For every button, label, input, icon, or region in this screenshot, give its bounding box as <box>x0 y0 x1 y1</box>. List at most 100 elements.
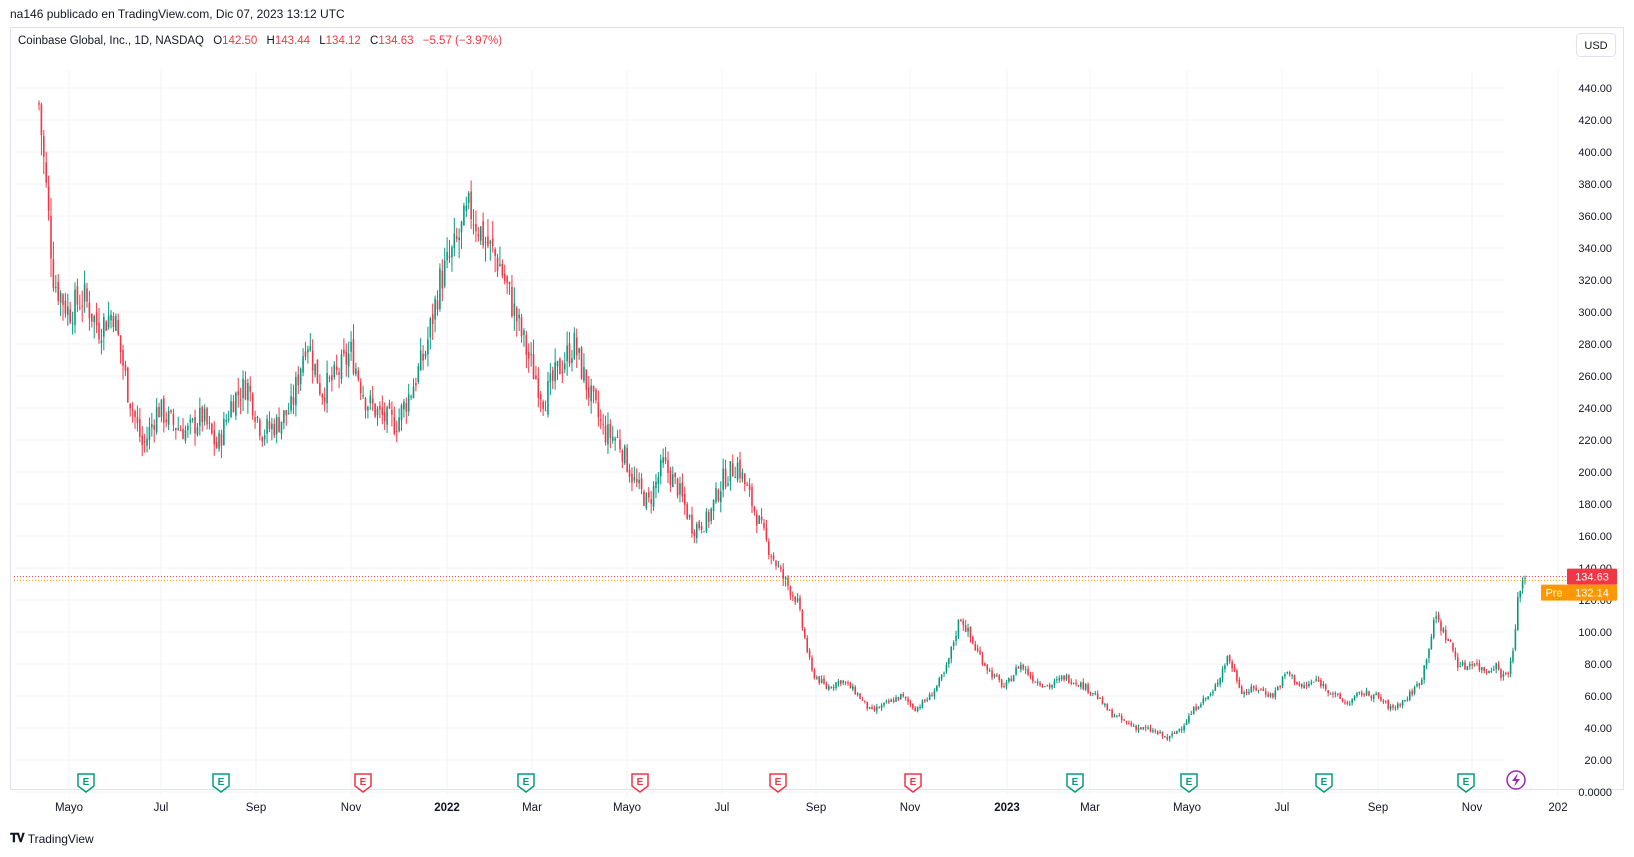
candle-body <box>1334 692 1337 695</box>
candle <box>1428 648 1430 664</box>
candle-body <box>535 375 537 379</box>
candle-body <box>1257 689 1260 691</box>
candle <box>587 375 590 406</box>
earnings-icon[interactable]: E <box>631 773 649 793</box>
candle <box>64 292 67 318</box>
candle-body <box>945 665 948 672</box>
candle-body <box>371 398 374 404</box>
candle <box>1188 713 1190 725</box>
candle-body <box>1070 682 1073 684</box>
earnings-icon[interactable]: E <box>1180 773 1198 793</box>
candle <box>854 685 857 695</box>
candle <box>134 409 136 429</box>
candle-body <box>1238 679 1241 688</box>
candle-body <box>213 430 216 445</box>
candle <box>986 664 989 675</box>
candle-body <box>1425 659 1428 665</box>
candle-body <box>1396 703 1399 708</box>
earnings-icon[interactable]: E <box>354 773 372 793</box>
candle-body <box>828 686 830 690</box>
candle-body <box>376 408 379 416</box>
candle-body <box>285 410 288 416</box>
earnings-icon[interactable]: E <box>517 773 535 793</box>
candle-body <box>199 407 201 427</box>
earnings-marker-glyph: E <box>360 777 367 788</box>
candle-body <box>64 300 67 314</box>
candle-body <box>662 457 664 464</box>
candle-body <box>719 491 722 502</box>
candle-body <box>477 234 480 237</box>
candle-body <box>1377 692 1380 697</box>
candle <box>520 313 523 343</box>
pre-label-badge <box>1541 584 1567 601</box>
candle <box>950 646 953 664</box>
earnings-icon[interactable]: E <box>1457 773 1475 793</box>
candle-body <box>547 381 549 415</box>
candle-body <box>439 268 441 309</box>
candle-body <box>940 675 943 680</box>
candle <box>763 519 765 531</box>
candle <box>503 264 506 285</box>
candle <box>115 313 117 331</box>
earnings-icon[interactable]: E <box>769 773 787 793</box>
candle-body <box>93 316 96 323</box>
candle-body <box>1221 669 1224 679</box>
candle <box>43 129 45 175</box>
dividend-lightning-icon[interactable] <box>1506 770 1526 790</box>
candle <box>933 688 936 700</box>
candle-body <box>40 104 43 136</box>
candle <box>278 407 280 433</box>
candle-body <box>278 417 280 432</box>
candle-body <box>1188 715 1190 723</box>
candle <box>871 704 873 710</box>
candle <box>254 410 256 429</box>
candle-body <box>861 699 864 701</box>
candle <box>1120 713 1123 723</box>
candle <box>837 678 840 687</box>
candle-body <box>1480 667 1483 671</box>
candle <box>595 387 597 404</box>
candle-body <box>259 419 261 437</box>
candle-body <box>1312 681 1315 683</box>
candle-body <box>1464 662 1466 670</box>
candle <box>139 408 141 443</box>
currency-button[interactable]: USD <box>1576 33 1616 57</box>
candle-body <box>321 394 324 398</box>
tradingview-brand[interactable]: 𝐓𝐕 TradingView <box>10 831 94 846</box>
candle-body <box>587 387 590 399</box>
candle-body <box>571 358 573 363</box>
candle-body <box>110 314 112 321</box>
earnings-icon[interactable]: E <box>77 773 95 793</box>
candle-body <box>232 401 235 413</box>
candle <box>1156 730 1159 736</box>
candle-body <box>647 492 650 498</box>
candle-body <box>741 472 744 480</box>
x-tick-label: Mar <box>522 802 542 814</box>
earnings-icon[interactable]: E <box>1315 773 1333 793</box>
candle-body <box>1224 665 1226 670</box>
candle <box>1332 691 1334 698</box>
candle <box>823 675 825 685</box>
candle-body <box>525 334 528 355</box>
candle <box>331 366 333 392</box>
candle <box>110 309 112 329</box>
candle-body <box>280 421 283 434</box>
candle <box>1183 723 1185 734</box>
candle <box>734 466 736 479</box>
candle <box>1245 688 1248 696</box>
candle <box>1408 689 1411 702</box>
earnings-icon[interactable]: E <box>904 773 922 793</box>
earnings-marker-glyph: E <box>1072 777 1079 788</box>
candle-body <box>1514 629 1517 650</box>
candle <box>371 386 374 411</box>
candle <box>1027 665 1029 677</box>
candle <box>213 421 216 456</box>
candle-body <box>50 215 52 259</box>
candle-body <box>395 431 398 433</box>
candle <box>62 293 64 321</box>
earnings-icon[interactable]: E <box>212 773 230 793</box>
candle <box>628 463 631 483</box>
candle <box>199 397 201 436</box>
earnings-icon[interactable]: E <box>1066 773 1084 793</box>
